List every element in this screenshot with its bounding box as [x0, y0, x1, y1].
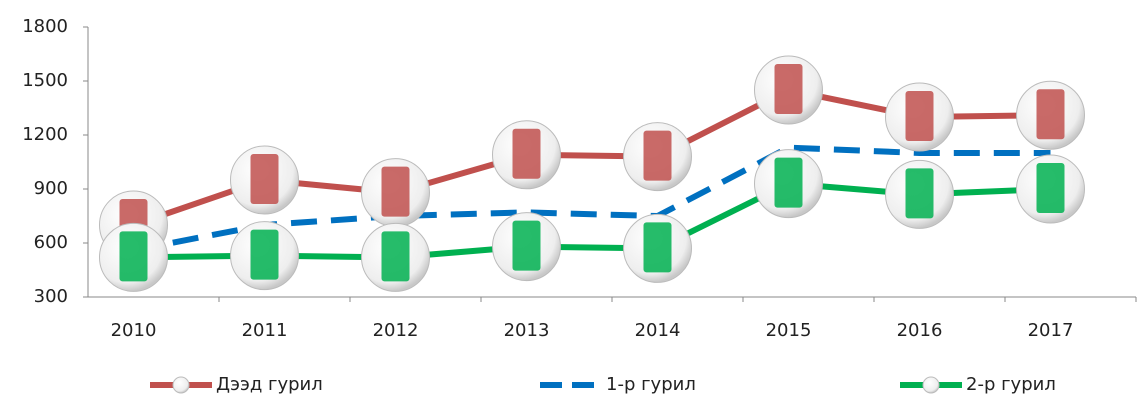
- x-tick-label: 2015: [766, 320, 812, 341]
- x-tick-label: 2011: [242, 320, 288, 341]
- legend-label: 2-р гурил: [966, 374, 1056, 395]
- product-pack: [381, 231, 410, 282]
- product-pack: [381, 166, 410, 217]
- y-tick-label: 600: [34, 232, 68, 253]
- x-tick-label: 2016: [897, 320, 943, 341]
- product-pack: [1036, 163, 1065, 213]
- x-tick-label: 2010: [111, 320, 157, 341]
- product-pack: [250, 229, 279, 280]
- legend-icon: [172, 376, 190, 394]
- x-tick-label: 2012: [373, 320, 419, 341]
- product-pack: [119, 231, 148, 282]
- product-pack: [643, 222, 672, 273]
- product-pack: [512, 220, 541, 271]
- series-line: [132, 144, 1051, 254]
- product-pack: [905, 91, 934, 141]
- x-tick-label: 2013: [504, 320, 550, 341]
- legend-label: 1-р гурил: [606, 374, 696, 395]
- legend-label: Дээд гурил: [216, 374, 323, 395]
- product-pack: [774, 64, 803, 114]
- product-pack: [512, 128, 541, 179]
- y-tick-label: 300: [34, 286, 68, 307]
- legend-icon: [922, 376, 940, 394]
- product-pack: [905, 168, 934, 219]
- product-pack: [774, 157, 803, 208]
- y-tick-label: 1200: [22, 124, 68, 145]
- y-tick-label: 1800: [22, 16, 68, 37]
- y-tick-label: 900: [34, 178, 68, 199]
- x-tick-label: 2017: [1028, 320, 1074, 341]
- product-pack: [250, 154, 279, 204]
- x-tick-label: 2014: [635, 320, 681, 341]
- product-pack: [1036, 89, 1065, 140]
- y-tick-label: 1500: [22, 70, 68, 91]
- product-pack: [643, 130, 672, 181]
